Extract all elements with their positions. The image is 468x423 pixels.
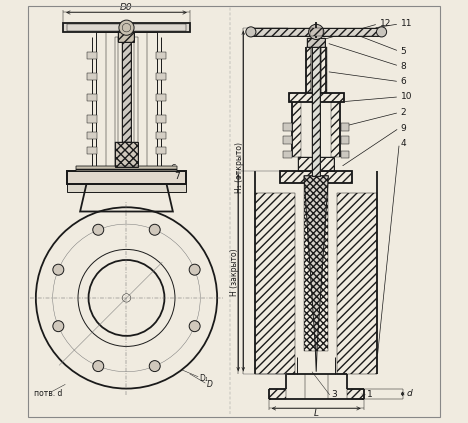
Bar	[67, 24, 185, 31]
Bar	[304, 176, 329, 351]
Text: L: L	[314, 409, 319, 418]
Bar	[298, 157, 334, 171]
Text: H (закрыто): H (закрыто)	[230, 249, 239, 297]
Bar	[312, 47, 321, 176]
Bar	[115, 36, 138, 167]
Circle shape	[149, 361, 160, 371]
Text: 1: 1	[367, 390, 373, 399]
Bar	[280, 171, 352, 183]
Circle shape	[154, 174, 162, 181]
Circle shape	[189, 321, 200, 332]
Bar	[280, 171, 352, 183]
Circle shape	[119, 20, 134, 35]
Bar	[87, 52, 97, 59]
Bar	[156, 52, 166, 59]
Text: 7: 7	[174, 172, 180, 181]
Bar	[341, 136, 349, 144]
Text: d: d	[407, 389, 413, 398]
Bar	[283, 151, 292, 158]
Circle shape	[53, 321, 64, 332]
Bar	[289, 93, 344, 102]
Bar	[156, 94, 166, 102]
Bar	[341, 124, 349, 131]
Bar	[63, 23, 190, 32]
Bar	[347, 389, 364, 399]
Bar	[331, 102, 340, 157]
Bar	[251, 28, 381, 36]
Text: 4: 4	[401, 139, 406, 148]
Text: D₁: D₁	[199, 374, 208, 382]
Bar	[87, 132, 97, 140]
Bar	[156, 147, 166, 154]
Bar	[289, 93, 344, 102]
Circle shape	[139, 174, 147, 181]
Text: 6: 6	[170, 164, 176, 173]
Bar	[67, 171, 185, 184]
Bar	[118, 36, 134, 167]
Bar	[156, 132, 166, 140]
Text: D0: D0	[120, 3, 133, 12]
Bar	[292, 102, 301, 157]
Text: 8: 8	[401, 61, 406, 71]
Bar	[341, 151, 349, 158]
Circle shape	[376, 27, 387, 37]
Circle shape	[171, 174, 179, 181]
Text: 5: 5	[401, 47, 406, 56]
Polygon shape	[304, 176, 329, 372]
Bar	[87, 94, 97, 102]
Bar	[312, 47, 321, 176]
Bar	[251, 28, 381, 36]
Bar	[67, 171, 185, 184]
Bar	[322, 47, 327, 93]
Circle shape	[246, 27, 256, 37]
Bar	[306, 47, 311, 93]
Circle shape	[91, 174, 99, 181]
Bar	[115, 142, 138, 167]
Circle shape	[93, 361, 104, 371]
Circle shape	[189, 264, 200, 275]
Bar	[283, 136, 292, 144]
Bar	[76, 166, 177, 171]
Bar	[307, 38, 325, 47]
Bar	[122, 36, 131, 142]
Bar	[87, 73, 97, 80]
Circle shape	[149, 224, 160, 235]
Bar	[96, 32, 157, 171]
Bar	[307, 38, 325, 47]
Bar	[156, 115, 166, 123]
Circle shape	[53, 264, 64, 275]
Bar	[106, 32, 146, 171]
Circle shape	[106, 174, 113, 181]
Text: 10: 10	[401, 92, 412, 102]
Bar	[310, 28, 322, 36]
Bar	[122, 36, 131, 142]
Text: 9: 9	[401, 124, 406, 132]
Circle shape	[308, 24, 324, 39]
Bar	[76, 166, 177, 171]
Bar	[87, 115, 97, 123]
Bar	[156, 73, 166, 80]
Text: H₁ (открыто): H₁ (открыто)	[235, 142, 244, 193]
Text: 6: 6	[401, 77, 406, 86]
Bar	[337, 192, 377, 374]
Circle shape	[93, 224, 104, 235]
Bar	[255, 192, 295, 374]
Bar	[115, 142, 138, 167]
Bar	[283, 124, 292, 131]
Text: 11: 11	[401, 19, 412, 28]
Bar	[118, 31, 134, 42]
Bar	[298, 157, 334, 171]
Text: 12: 12	[380, 19, 391, 28]
Text: D: D	[206, 380, 212, 389]
Bar	[269, 389, 285, 399]
Bar	[118, 31, 134, 42]
Text: 3: 3	[331, 390, 336, 399]
Text: 2: 2	[401, 108, 406, 117]
Bar	[87, 147, 97, 154]
Text: потв. d: потв. d	[34, 389, 62, 398]
Bar	[67, 184, 185, 192]
Circle shape	[74, 174, 82, 181]
